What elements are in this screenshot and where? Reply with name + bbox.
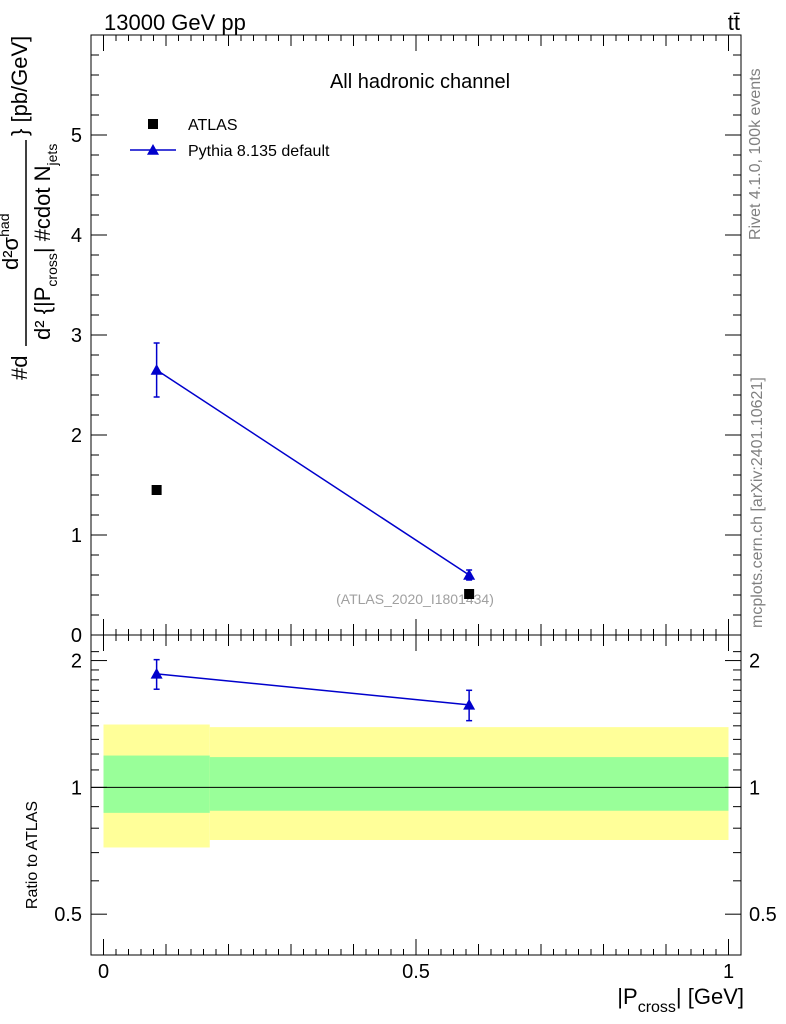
analysis-watermark: (ATLAS_2020_I1801434) — [336, 591, 494, 607]
ratio-ytick-label-right-1: 1 — [749, 777, 760, 799]
main-ytick-label-3: 3 — [71, 325, 82, 347]
ratio-ytick-label-left-0: 0.5 — [54, 904, 82, 926]
main-ylabel-den-sub2: jets — [44, 144, 60, 167]
main-ytick-label-0: 0 — [71, 625, 82, 647]
legend-atlas-label: ATLAS — [188, 117, 238, 134]
x-axis-label: |Pcross| [GeV] — [617, 984, 744, 1016]
main-ylabel-den-b: | #cdot N — [30, 165, 55, 253]
main-ytick-label-5: 5 — [71, 125, 82, 147]
main-ylabel-num-sup: had — [0, 214, 12, 237]
main-panel: All hadronic channel (ATLAS_2020_I1801434… — [71, 34, 742, 647]
main-ylabel-den-sub: cross — [44, 253, 60, 286]
pythia-point-0 — [150, 364, 163, 375]
main-ylabel: #d d²σhad d² {|Pcross| #cdot Njets } [pb… — [0, 36, 60, 380]
ratio-ytick-label-right-0: 0.5 — [749, 904, 777, 926]
ratio-pythia-point-1 — [463, 698, 476, 710]
x-axis-label-b: | [GeV] — [676, 984, 744, 1009]
x-axis-label-a: |P — [617, 984, 637, 1009]
pythia-line — [156, 369, 470, 576]
ratio-pythia-point-0 — [150, 667, 163, 679]
ratio-ylabel: Ratio to ATLAS — [24, 801, 41, 909]
main-ylabel-suffix: } [pb/GeV] — [7, 36, 32, 136]
legend-pythia-label: Pythia 8.135 default — [188, 143, 330, 160]
main-ytick-label-4: 4 — [71, 225, 82, 247]
stat-uncertainty-band-1 — [209, 757, 729, 811]
pythia-point-1 — [463, 569, 476, 580]
legend-atlas-marker — [148, 119, 158, 129]
ratio-ytick-label-left-2: 2 — [71, 651, 82, 673]
stat-uncertainty-band-0 — [103, 755, 210, 813]
legend-pythia-marker — [147, 144, 159, 155]
main-ylabel-num-text: d²σ — [0, 236, 23, 270]
atlas-point-0 — [151, 485, 162, 495]
main-ylabel-denominator: d² {|Pcross| #cdot Njets — [30, 144, 60, 340]
main-title: All hadronic channel — [330, 71, 510, 93]
ratio-ytick-label-right-2: 2 — [749, 651, 760, 673]
header-process-label: tt̄ — [728, 10, 740, 35]
x-tick-label-1: 0.5 — [402, 961, 430, 983]
main-ylabel-numerator: d²σhad — [0, 214, 23, 271]
ratio-ytick-label-left-1: 1 — [71, 777, 82, 799]
x-axis-label-sub: cross — [638, 999, 676, 1016]
main-ylabel-prefix: #d — [7, 356, 32, 380]
main-ytick-label-1: 1 — [71, 525, 82, 547]
x-tick-label-0: 0 — [98, 961, 109, 983]
ratio-panel: 0.5 0.5 1 1 2 2 0 0.5 1 — [54, 634, 777, 983]
ratio-pythia-line — [156, 673, 470, 706]
x-tick-label-2: 1 — [723, 961, 734, 983]
mcplots-label: mcplots.cern.ch [arXiv:2401.10621] — [749, 377, 766, 628]
header-energy-label: 13000 GeV pp — [104, 10, 246, 35]
rivet-version-label: Rivet 4.1.0, 100k events — [747, 68, 764, 240]
atlas-point-1 — [464, 589, 475, 599]
main-ylabel-den-a: d² {|P — [30, 287, 55, 340]
main-ytick-label-2: 2 — [71, 425, 82, 447]
